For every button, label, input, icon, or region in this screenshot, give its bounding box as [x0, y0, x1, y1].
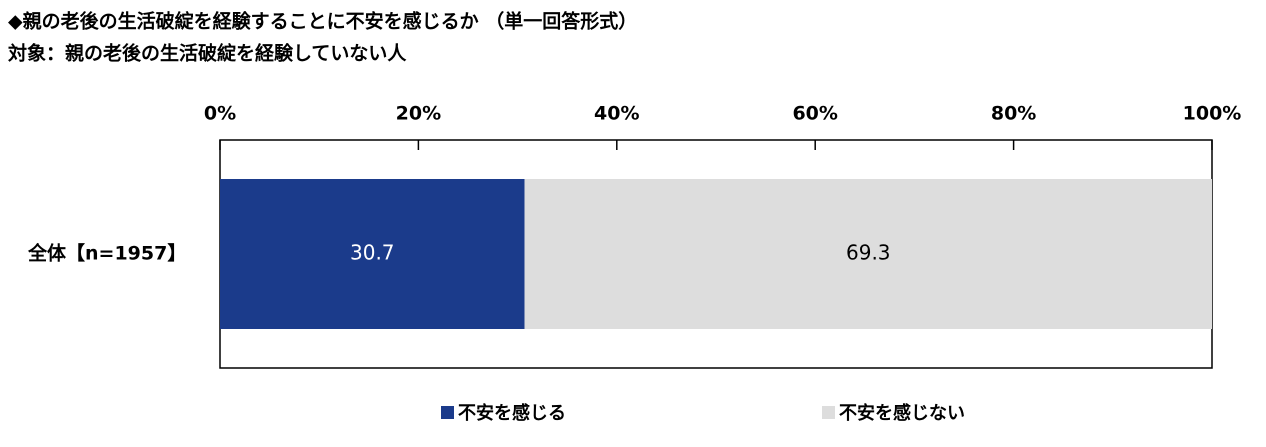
x-tick-label: 80% [991, 103, 1036, 125]
y-tick-label: 全体【n=1957】 [27, 242, 186, 265]
x-tick-label: 20% [396, 103, 441, 125]
legend-label: 不安を感じない [839, 402, 965, 424]
x-tick-label: 60% [792, 103, 837, 125]
x-tick-label: 40% [594, 103, 639, 125]
bar-segment [524, 179, 1212, 329]
x-tick-label: 100% [1183, 103, 1242, 125]
data-label: 30.7 [350, 241, 395, 265]
chart-title: ◆親の老後の生活破綻を経験することに不安を感じるか （単一回答形式） [8, 10, 637, 33]
legend-swatch [441, 406, 454, 419]
legend-label: 不安を感じる [458, 402, 566, 424]
bar-segment [220, 179, 525, 329]
legend-swatch [822, 406, 835, 419]
chart-subtitle: 対象：親の老後の生活破綻を経験していない人 [7, 42, 407, 65]
x-tick-label: 0% [204, 103, 236, 125]
data-label: 69.3 [846, 241, 891, 265]
